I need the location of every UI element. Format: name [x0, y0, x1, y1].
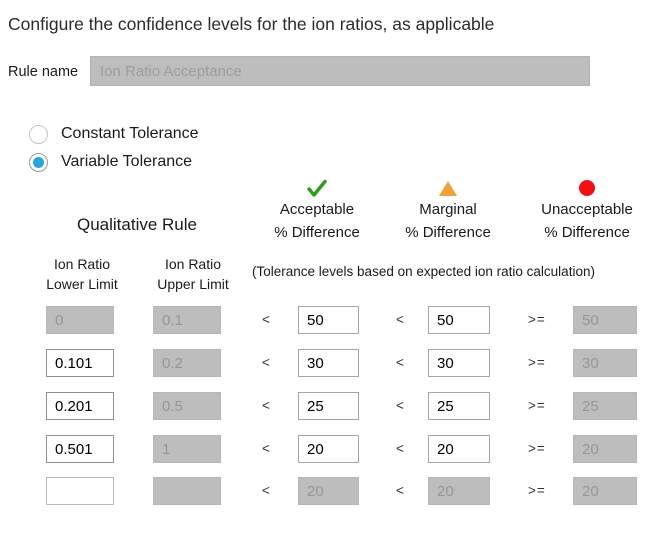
rule-name-label: Rule name	[8, 64, 79, 80]
upper-limit-input	[153, 392, 221, 420]
tolerance-note: (Tolerance levels based on expected ion …	[252, 264, 595, 279]
acceptable-input[interactable]	[298, 306, 359, 334]
upper-limit-header-line2: Upper Limit	[157, 276, 229, 292]
acceptable-input[interactable]	[298, 349, 359, 377]
unacceptable-input	[573, 306, 637, 334]
unacceptable-input	[573, 435, 637, 463]
radio-constant-tolerance[interactable]: Constant Tolerance	[29, 124, 199, 144]
greater-equal-operator: >=	[528, 355, 546, 370]
unacceptable-input	[573, 392, 637, 420]
upper-limit-input	[153, 435, 221, 463]
less-than-operator: <	[262, 441, 271, 456]
acceptable-label: Acceptable	[279, 201, 355, 218]
page-title: Configure the confidence levels for the …	[8, 14, 495, 34]
less-than-operator: <	[262, 398, 271, 413]
less-than-operator: <	[396, 398, 405, 413]
unacceptable-header: Unacceptable % Difference	[507, 174, 665, 244]
qualitative-rule-heading: Qualitative Rule	[76, 215, 197, 234]
table-row: < < >=	[0, 306, 665, 334]
table-row: < < >=	[0, 435, 665, 463]
upper-limit-header: Ion Ratio Upper Limit	[123, 254, 263, 294]
greater-equal-operator: >=	[528, 398, 546, 413]
less-than-operator: <	[396, 312, 405, 327]
less-than-operator: <	[262, 355, 271, 370]
unacceptable-input	[573, 349, 637, 377]
lower-limit-header-line1: Ion Ratio	[53, 256, 111, 272]
radio-unselected-icon	[29, 124, 48, 144]
upper-limit-input	[153, 477, 221, 505]
lower-limit-input[interactable]	[46, 435, 114, 463]
acceptable-header: Acceptable % Difference	[237, 174, 397, 244]
marginal-label: Marginal	[419, 201, 477, 218]
upper-limit-input	[153, 349, 221, 377]
greater-equal-operator: >=	[528, 441, 546, 456]
acceptable-input[interactable]	[298, 392, 359, 420]
upper-limit-header-line1: Ion Ratio	[164, 256, 222, 272]
radio-variable-tolerance[interactable]: Variable Tolerance	[29, 152, 192, 172]
table-row: < < >=	[0, 477, 665, 505]
lower-limit-input	[46, 306, 114, 334]
upper-limit-input	[153, 306, 221, 334]
radio-selected-icon	[29, 152, 48, 172]
circle-icon	[507, 174, 665, 198]
greater-equal-operator: >=	[528, 312, 546, 327]
triangle-icon	[368, 174, 528, 198]
less-than-operator: <	[396, 483, 405, 498]
marginal-input[interactable]	[428, 435, 490, 463]
unacceptable-label: Unacceptable	[541, 201, 633, 218]
lower-limit-header-line2: Lower Limit	[46, 276, 118, 292]
acceptable-input[interactable]	[298, 435, 359, 463]
check-icon	[237, 174, 397, 198]
radio-variable-label: Variable Tolerance	[61, 153, 193, 170]
marginal-header: Marginal % Difference	[368, 174, 528, 244]
acceptable-sublabel: % Difference	[274, 224, 360, 241]
less-than-operator: <	[262, 483, 271, 498]
lower-limit-input[interactable]	[46, 477, 114, 505]
radio-constant-label: Constant Tolerance	[61, 125, 199, 142]
acceptable-input	[298, 477, 359, 505]
marginal-input[interactable]	[428, 392, 490, 420]
marginal-input[interactable]	[428, 306, 490, 334]
marginal-sublabel: % Difference	[405, 224, 491, 241]
rule-name-input	[90, 56, 590, 86]
table-row: < < >=	[0, 392, 665, 420]
greater-equal-operator: >=	[528, 483, 546, 498]
lower-limit-input[interactable]	[46, 349, 114, 377]
unacceptable-input	[573, 477, 637, 505]
less-than-operator: <	[396, 441, 405, 456]
marginal-input	[428, 477, 490, 505]
lower-limit-input[interactable]	[46, 392, 114, 420]
less-than-operator: <	[396, 355, 405, 370]
less-than-operator: <	[262, 312, 271, 327]
lower-limit-header: Ion Ratio Lower Limit	[12, 254, 152, 294]
marginal-input[interactable]	[428, 349, 490, 377]
unacceptable-sublabel: % Difference	[544, 224, 630, 241]
table-row: < < >=	[0, 349, 665, 377]
